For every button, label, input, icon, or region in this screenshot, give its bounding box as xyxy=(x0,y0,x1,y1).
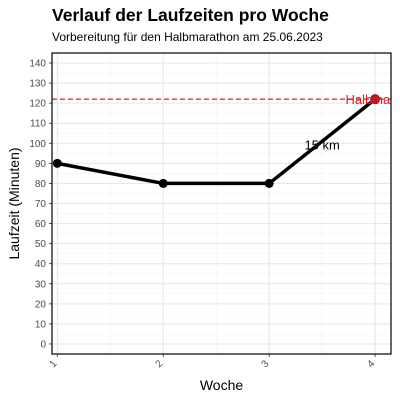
y-tick-label: 20 xyxy=(35,299,47,310)
y-tick-label: 60 xyxy=(35,219,47,230)
y-axis-title: Laufzeit (Minuten) xyxy=(6,147,22,259)
data-points xyxy=(52,94,381,188)
y-axis-ticks: 0 10 20 30 40 50 60 70 80 90 100 110 120 130 140 xyxy=(29,59,52,350)
reference-line-label: Halbmarathon (21,1 km) xyxy=(345,92,400,107)
x-axis-title: Woche xyxy=(200,377,244,393)
data-point xyxy=(158,178,168,188)
y-tick-label: 100 xyxy=(29,139,46,150)
data-point xyxy=(264,178,274,188)
plot-layer: Halbmarathon (21,1 km) 15 km xyxy=(52,92,400,188)
data-point xyxy=(370,94,381,105)
y-tick-label: 0 xyxy=(40,339,46,350)
chart-title: Verlauf der Laufzeiten pro Woche xyxy=(52,5,329,25)
y-tick-label: 70 xyxy=(35,199,47,210)
x-axis-ticks: 1 2 3 4 xyxy=(48,354,378,370)
y-tick-label: 80 xyxy=(35,179,47,190)
x-tick-label: 1 xyxy=(48,358,60,370)
x-tick-label: 2 xyxy=(154,358,166,370)
y-tick-label: 140 xyxy=(29,59,46,70)
y-tick-label: 120 xyxy=(29,99,46,110)
y-tick-label: 50 xyxy=(35,239,47,250)
data-point xyxy=(52,158,62,168)
y-tick-label: 40 xyxy=(35,259,47,270)
y-tick-label: 90 xyxy=(35,159,47,170)
y-tick-label: 110 xyxy=(30,119,46,130)
x-tick-label: 3 xyxy=(260,358,272,370)
y-tick-label: 10 xyxy=(35,319,47,330)
chart-subtitle: Vorbereitung für den Halbmarathon am 25.… xyxy=(52,30,323,44)
y-tick-label: 130 xyxy=(29,79,46,90)
y-tick-label: 30 xyxy=(35,279,47,290)
plot-panel-border xyxy=(51,52,392,355)
x-tick-label: 4 xyxy=(365,358,377,370)
series-line xyxy=(56,97,377,186)
major-grid xyxy=(52,53,391,354)
annotation-distance: 15 km xyxy=(304,137,339,152)
